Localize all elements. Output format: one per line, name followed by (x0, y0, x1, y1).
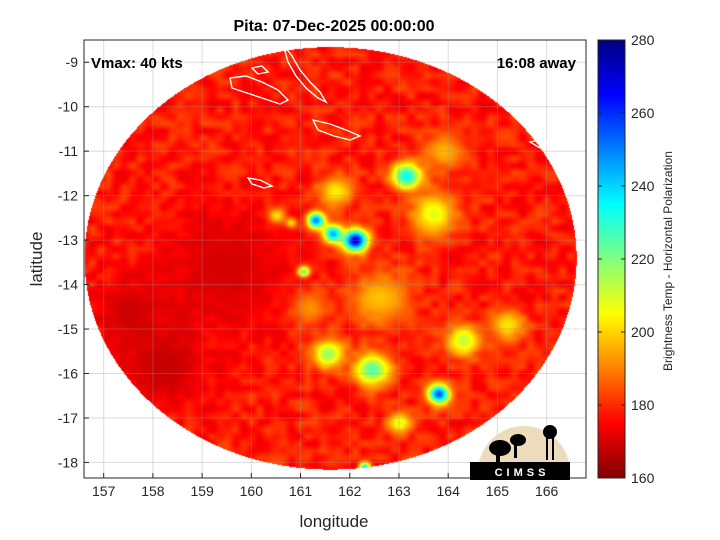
colorbar-tick-label: 180 (631, 397, 655, 413)
x-tick-label: 164 (437, 483, 461, 499)
colorbar-tick-label: 240 (631, 178, 655, 194)
x-tick-label: 160 (240, 483, 264, 499)
y-tick-label: -13 (58, 232, 78, 248)
axes-frame (83, 39, 587, 479)
x-tick-label: 165 (486, 483, 510, 499)
y-axis: -9 -10 -11 -12 -13 -14 -15 -16 -17 -18 (58, 54, 89, 470)
y-tick-label: -17 (58, 410, 78, 426)
x-tick-label: 163 (387, 483, 411, 499)
radar-dish-icon (489, 440, 511, 456)
logo-text: CIMSS (495, 467, 550, 479)
y-tick-label: -9 (66, 54, 79, 70)
x-tick-label: 158 (141, 483, 165, 499)
colorbar (597, 39, 626, 479)
coastline-outlines (117, 41, 586, 351)
distance-annotation: 16:08 away (497, 55, 577, 72)
colorbar-tick-label: 160 (631, 470, 655, 486)
brightness-temperature-field (84, 40, 586, 478)
y-tick-label: -11 (59, 143, 78, 159)
x-axis-label: longitude (299, 512, 368, 531)
x-tick-label: 162 (338, 483, 362, 499)
y-tick-label: -12 (58, 188, 78, 204)
grid-lines (84, 40, 586, 478)
y-axis-label: latitude (27, 232, 46, 287)
water-tower-icon (543, 425, 557, 439)
y-tick-label: -15 (58, 321, 78, 337)
y-tick-label: -10 (58, 99, 78, 115)
colorbar-ticks: 160 180 200 220 240 260 280 (598, 32, 655, 486)
cimss-logo: CIMSS (470, 425, 570, 480)
y-tick-label: -14 (58, 277, 78, 293)
x-tick-label: 157 (92, 483, 116, 499)
colorbar-tick-label: 280 (631, 32, 655, 48)
y-tick-label: -16 (58, 366, 78, 382)
colorbar-label: Brightness Temp - Horizontal Polarizatio… (661, 151, 675, 371)
x-tick-label: 161 (289, 483, 313, 499)
colorbar-tick-label: 260 (631, 105, 655, 121)
y-tick-label: -18 (58, 454, 78, 470)
x-tick-label: 166 (535, 483, 559, 499)
vmax-annotation: Vmax: 40 kts (91, 55, 183, 72)
x-tick-label: 159 (190, 483, 214, 499)
colorbar-tick-label: 220 (631, 251, 655, 267)
x-axis: 157 158 159 160 161 162 163 164 165 166 (92, 473, 559, 499)
colorbar-tick-label: 200 (631, 324, 655, 340)
chart-title: Pita: 07-Dec-2025 00:00:00 (233, 18, 434, 35)
